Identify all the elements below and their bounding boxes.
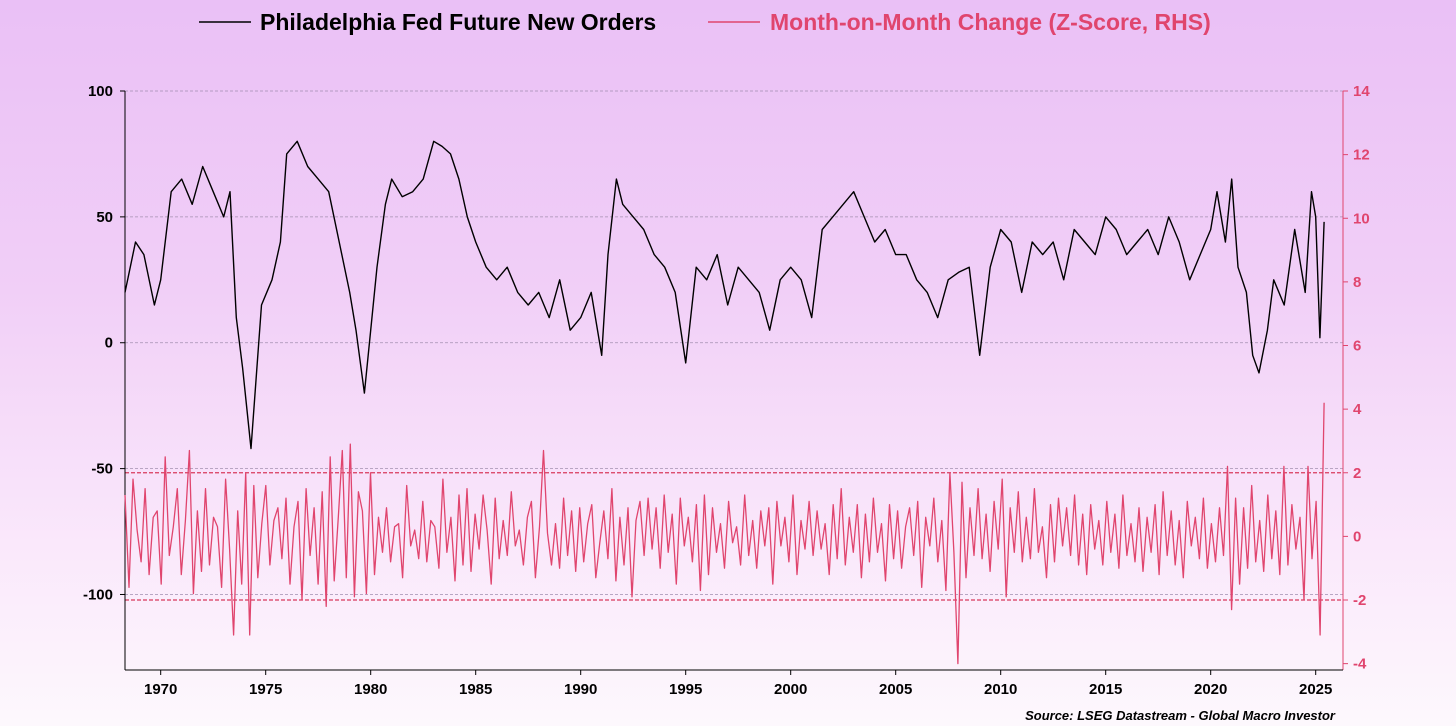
x-axis-ticks: 1970 1975 1980 1985 1990 1995 2000 2005 2010 2015… <box>144 670 1332 698</box>
source-note: Source: LSEG Datastream - Global Macro I… <box>1025 708 1336 723</box>
x-tick-label: 2025 <box>1299 681 1332 698</box>
y-right-tick-label: -4 <box>1353 656 1367 673</box>
x-tick-label: 2020 <box>1194 681 1227 698</box>
y-right-tick-label: -2 <box>1353 592 1366 609</box>
y-axis-right-ticks: 14 12 10 8 6 4 2 0 -2 -4 <box>1343 83 1370 673</box>
y-right-tick-label: 10 <box>1353 210 1370 227</box>
legend-label-new-orders: Philadelphia Fed Future New Orders <box>260 9 656 35</box>
y-axis-left-ticks: 100 50 0 -50 -100 <box>83 83 125 603</box>
x-tick-label: 2010 <box>984 681 1017 698</box>
gridlines <box>125 90 1343 595</box>
x-tick-label: 1995 <box>669 681 702 698</box>
x-tick-label: 2005 <box>879 681 912 698</box>
x-tick-label: 1975 <box>249 681 282 698</box>
axes <box>124 91 1344 671</box>
x-tick-label: 1990 <box>564 681 597 698</box>
y-left-tick-label: 50 <box>96 209 113 226</box>
x-tick-label: 1980 <box>354 681 387 698</box>
y-right-tick-label: 14 <box>1353 83 1370 100</box>
y-left-tick-label: 0 <box>105 335 113 352</box>
series-group <box>124 140 1325 665</box>
y-left-tick-label: -100 <box>83 586 113 603</box>
legend-label-mom-change: Month-on-Month Change (Z-Score, RHS) <box>770 9 1211 35</box>
series-line-new-orders <box>124 140 1325 450</box>
x-tick-label: 1970 <box>144 681 177 698</box>
y-right-tick-label: 0 <box>1353 528 1361 545</box>
x-tick-label: 1985 <box>459 681 492 698</box>
y-right-tick-label: 8 <box>1353 274 1361 291</box>
legend: Philadelphia Fed Future New Orders Month… <box>199 9 1211 35</box>
threshold-lines <box>125 472 1343 601</box>
x-tick-label: 2000 <box>774 681 807 698</box>
x-tick-label: 2015 <box>1089 681 1122 698</box>
y-right-tick-label: 2 <box>1353 465 1361 482</box>
y-right-tick-label: 6 <box>1353 338 1361 355</box>
y-left-tick-label: 100 <box>88 83 113 100</box>
y-right-tick-label: 4 <box>1353 401 1362 418</box>
y-right-tick-label: 12 <box>1353 147 1370 164</box>
series-line-mom-change <box>124 402 1325 665</box>
y-left-tick-label: -50 <box>91 461 113 478</box>
